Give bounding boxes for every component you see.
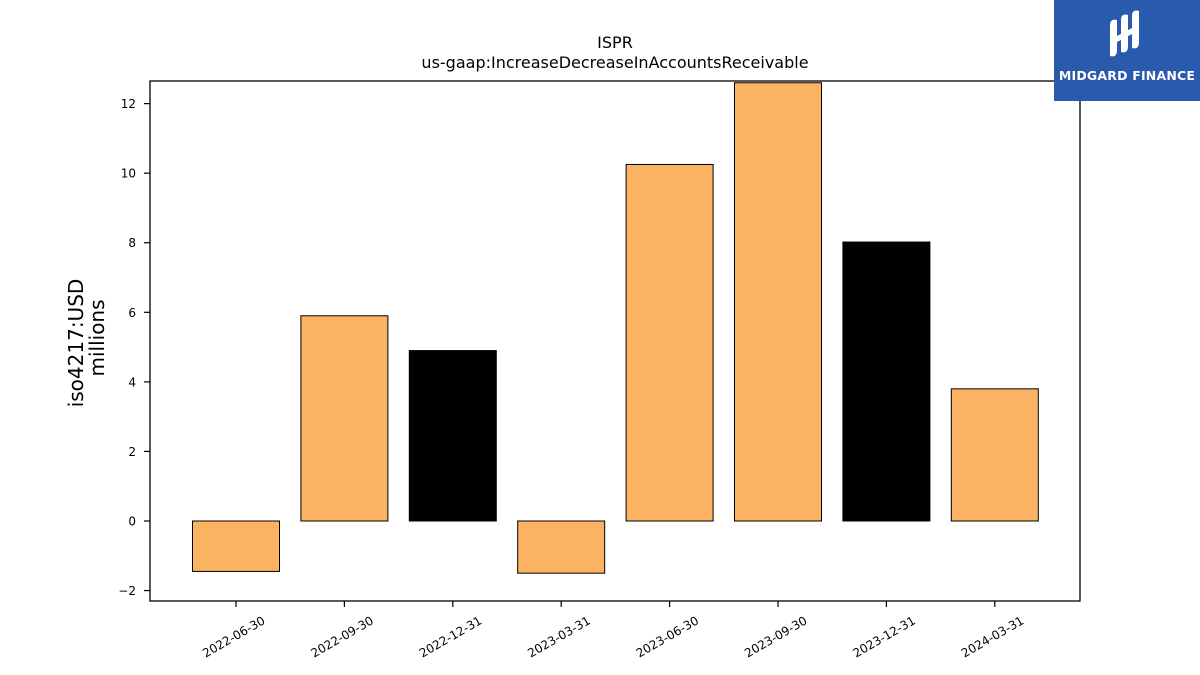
x-tick-label-2023-12-31: 2023-12-31 [850,613,917,660]
x-tick-label-2023-09-30: 2023-09-30 [742,613,809,660]
bar-2023-06-30 [625,163,714,522]
y-axis-unit-label: millions [85,299,109,376]
x-tick-label-2023-03-31: 2023-03-31 [525,613,592,660]
x-tick-label-2024-03-31: 2024-03-31 [959,613,1026,660]
chart-subtitle: us-gaap:IncreaseDecreaseInAccountsReceiv… [421,53,808,72]
bar-2023-12-31 [842,241,931,522]
midgard-finance-logo: MIDGARD FINANCE [1054,0,1200,101]
chart-title: ISPR [597,33,633,52]
y-tick-label-2: 2 [128,445,136,459]
bar-2024-03-31 [950,388,1039,522]
y-tick-label-8: 8 [128,236,136,250]
y-tick-label-4: 4 [128,375,136,389]
bar-2023-03-31 [517,520,606,574]
y-tick-label-0: 0 [128,515,136,529]
bars-group [192,82,1039,574]
y-tick-label--2: −2 [118,584,136,598]
plot-frame [149,80,1081,602]
y-axis-label: iso4217:USD [64,279,88,408]
y-tick-label-10: 10 [121,167,136,181]
y-ticks-group: −2 0 2 4 6 8 10 12 [118,97,150,598]
bar-2022-09-30 [300,315,389,522]
x-tick-label-2022-09-30: 2022-09-30 [308,613,375,660]
bar-2023-09-30 [734,82,822,522]
bar-2022-06-30 [192,520,280,572]
x-tick-label-2022-12-31: 2022-12-31 [417,613,484,660]
midgard-monogram-icon [1110,10,1139,57]
logo-text: MIDGARD FINANCE [1058,68,1196,83]
x-tick-label-2022-06-30: 2022-06-30 [200,613,267,660]
bar-2022-12-31 [408,350,497,522]
x-ticks-group: 2022-06-30 2022-09-30 2022-12-31 2023-03-31… [200,601,1026,660]
y-tick-label-12: 12 [121,97,136,111]
y-tick-label-6: 6 [128,306,136,320]
x-tick-label-2023-06-30: 2023-06-30 [634,613,701,660]
